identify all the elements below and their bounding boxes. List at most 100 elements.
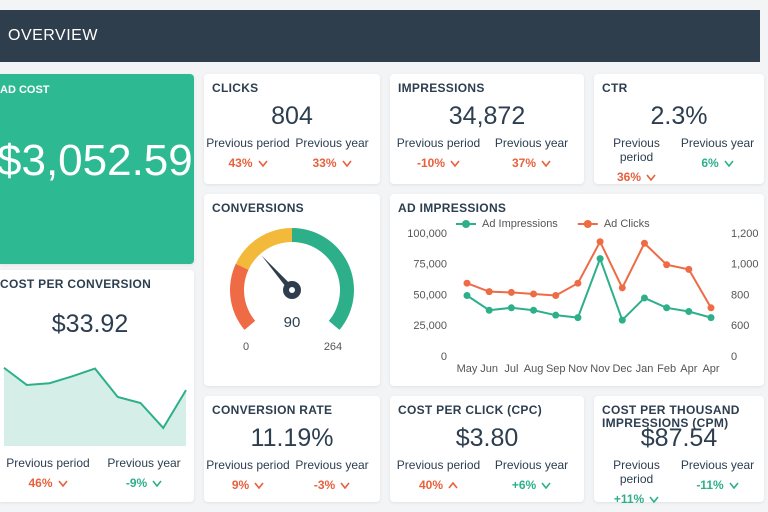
comparison: Previous period 36% xyxy=(596,136,677,184)
chevron xyxy=(340,482,350,490)
comparison-change-row: +6% xyxy=(485,478,578,492)
card-value: $87.54 xyxy=(640,424,718,452)
kpi-card: CONVERSION RATE 11.19% Previous period 9% Pr… xyxy=(204,396,380,502)
comparison-change-row: 46% xyxy=(0,476,96,490)
comparison-change-row: 9% xyxy=(206,478,290,492)
comparison: Previous year -3% xyxy=(290,458,374,492)
chevron xyxy=(646,174,656,182)
comparison-label: Previous year xyxy=(680,458,755,472)
chevron xyxy=(541,160,551,168)
trend-arrow xyxy=(729,482,739,490)
comparison-change: 43% xyxy=(228,156,253,170)
comparison-label: Previous year xyxy=(494,136,569,150)
card-value: 34,872 xyxy=(448,102,526,130)
comparison-change: 6% xyxy=(701,156,719,170)
trend-arrow xyxy=(646,174,656,182)
card-title: IMPRESSIONS xyxy=(398,81,485,95)
comparison-label: Previous period xyxy=(6,456,90,470)
card-value: $3.80 xyxy=(455,424,519,452)
comparison-label: Previous year xyxy=(494,458,569,472)
comparison: Previous year +6% xyxy=(485,458,578,492)
trend-arrow xyxy=(257,160,268,168)
comparison-change: -10% xyxy=(416,156,445,170)
trend-arrow xyxy=(450,160,460,168)
card-title: CLICKS xyxy=(212,81,259,95)
kpi-card: COST PER THOUSAND IMPRESSIONS (CPM) $87.5… xyxy=(594,396,764,506)
card-title: CTR xyxy=(602,81,628,95)
trend-arrow xyxy=(649,496,659,504)
comparison: Previous period 46% xyxy=(0,456,96,490)
comparison: Previous year 37% xyxy=(485,136,578,170)
comparison-change: 9% xyxy=(231,478,250,492)
comparison: Previous period -10% xyxy=(392,136,485,170)
chevron xyxy=(341,160,352,168)
comparison-change: -11% xyxy=(696,478,724,492)
kpi-card: CLICKS 804 Previous period 43% Previous year… xyxy=(204,74,380,184)
comparison-change-row: 6% xyxy=(677,156,758,170)
card-title: COST PER CLICK (CPC) xyxy=(398,403,542,417)
comparison-label: Previous period xyxy=(396,136,481,150)
card-title: CONVERSIONS xyxy=(212,201,304,215)
comparison-change: -9% xyxy=(125,476,148,490)
comparison-change-row: -10% xyxy=(392,156,485,170)
comparison: Previous year -11% xyxy=(677,458,758,492)
comparison-change: 33% xyxy=(312,156,337,170)
comparison-label: Previous year xyxy=(295,458,369,472)
comparison-change: +6% xyxy=(511,478,537,492)
chevron xyxy=(448,482,458,489)
card-title: COST PER THOUSAND IMPRESSIONS (CPM) xyxy=(602,403,740,430)
card-value: $33.92 xyxy=(51,310,129,338)
comparison-change-row: 36% xyxy=(596,170,677,184)
comparison-change: 46% xyxy=(28,476,53,490)
comparison: Previous year -9% xyxy=(96,456,192,490)
comparison-label: Previous period xyxy=(613,136,660,164)
ad-impressions-card: AD IMPRESSIONS xyxy=(390,194,764,386)
comparison-change-row: +11% xyxy=(596,492,677,506)
comparison-label: Previous period xyxy=(613,458,660,486)
comparison-change: -3% xyxy=(313,478,336,492)
comparison-label: Previous period xyxy=(206,136,290,150)
cost-per-conversion-card: COST PER CONVERSION $33.92 Previous peri… xyxy=(0,270,194,502)
trend-arrow xyxy=(341,160,352,168)
trend-arrow xyxy=(541,482,551,490)
trend-arrow xyxy=(340,482,350,490)
comparison-change: 40% xyxy=(418,478,444,492)
chevron xyxy=(57,480,68,488)
chevron xyxy=(724,160,734,168)
trend-arrow xyxy=(724,160,734,168)
conversions-card: CONVERSIONS xyxy=(204,194,380,386)
kpi-card: COST PER CLICK (CPC) $3.80 Previous period… xyxy=(390,396,584,502)
card-value: 804 xyxy=(271,102,313,130)
comparison-change-row: -11% xyxy=(677,478,758,492)
comparison-label: Previous year xyxy=(680,136,755,150)
card-value: 11.19% xyxy=(250,424,334,452)
comparison-change-row: 40% xyxy=(392,478,485,492)
kpi-card: IMPRESSIONS 34,872 Previous period -10% Prev… xyxy=(390,74,584,184)
comparison-label: Previous year xyxy=(107,456,181,470)
comparison-label: Previous year xyxy=(295,136,369,150)
ad-cost-card: AD COST $3,052.59 xyxy=(0,74,194,264)
card-title: AD COST xyxy=(0,84,50,96)
comparison-change: 36% xyxy=(616,170,642,184)
trend-arrow xyxy=(448,482,458,489)
card-title: AD IMPRESSIONS xyxy=(398,201,507,215)
comparison-label: Previous period xyxy=(396,458,481,472)
comparison-label: Previous period xyxy=(206,458,290,472)
card-value: 2.3% xyxy=(650,102,708,130)
comparison-change: +11% xyxy=(613,492,645,506)
chevron xyxy=(254,482,264,490)
comparison-change-row: -9% xyxy=(96,476,192,490)
trend-arrow xyxy=(57,480,68,488)
comparison: Previous period 43% xyxy=(206,136,290,170)
trend-arrow xyxy=(541,160,551,168)
card-title: CONVERSION RATE xyxy=(212,403,333,417)
chevron xyxy=(649,496,659,504)
header-bar: OVERVIEW xyxy=(0,10,760,62)
comparison-change: 37% xyxy=(511,156,537,170)
chevron xyxy=(729,482,739,490)
card-title: COST PER CONVERSION xyxy=(0,277,152,291)
comparison-change-row: 43% xyxy=(206,156,290,170)
kpi-card: CTR 2.3% Previous period 36% Previous year 6% xyxy=(594,74,764,184)
header-title: OVERVIEW xyxy=(8,27,98,44)
